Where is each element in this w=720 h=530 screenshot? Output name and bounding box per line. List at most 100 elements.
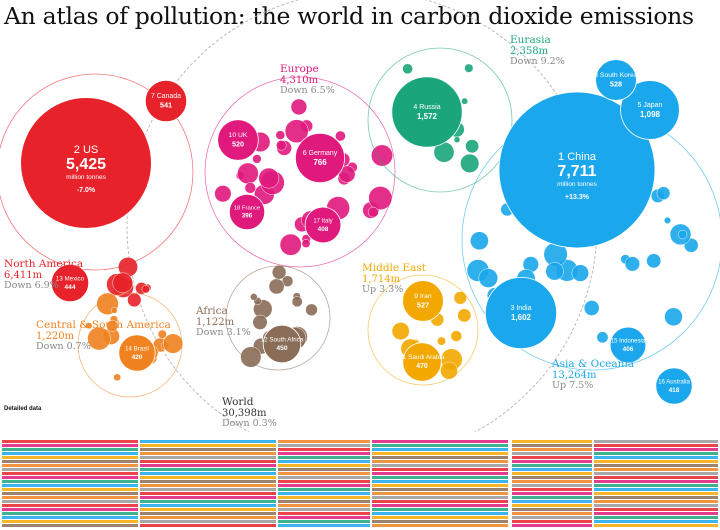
table-row xyxy=(594,444,718,447)
minor-country-bubble xyxy=(279,233,302,256)
table-row xyxy=(372,508,508,511)
table-row xyxy=(372,488,508,491)
minor-country-bubble xyxy=(162,333,184,354)
country-circle xyxy=(20,97,152,229)
table-row xyxy=(594,504,718,507)
region-rings xyxy=(0,47,720,398)
table-row xyxy=(594,508,718,511)
table-row xyxy=(594,492,718,495)
country-circle xyxy=(217,119,259,161)
country-circle xyxy=(498,91,656,249)
minor-country-bubble xyxy=(440,361,458,380)
country-bubble-france: 18 France 396 xyxy=(228,193,266,231)
table-row xyxy=(512,492,592,495)
table-row xyxy=(594,456,718,459)
country-value-label: 470 xyxy=(416,363,428,370)
minor-country-bubble xyxy=(305,303,318,317)
table-row xyxy=(2,496,138,499)
table-row xyxy=(278,512,370,515)
country-bubble-south-africa: 12 South Africa 450 xyxy=(261,324,304,364)
table-row xyxy=(140,456,276,459)
table-row xyxy=(594,472,718,475)
table-row xyxy=(512,496,592,499)
minor-country-bubble xyxy=(110,307,118,314)
region-ring-africa xyxy=(225,265,331,371)
minor-country-bubble xyxy=(663,216,672,224)
minor-country-bubble xyxy=(112,272,133,294)
table-row xyxy=(512,488,592,491)
table-row xyxy=(140,480,276,483)
country-value-label: 396 xyxy=(242,213,253,220)
table-row xyxy=(278,456,370,459)
table-row xyxy=(594,460,718,463)
minor-country-bubble xyxy=(106,319,119,332)
minor-country-bubble xyxy=(450,330,463,342)
region-total: 6,411m xyxy=(4,270,43,281)
table-row xyxy=(2,500,138,503)
country-bubble-italy: 17 Italy 408 xyxy=(304,206,342,244)
minor-country-bubble xyxy=(402,63,413,75)
table-row xyxy=(2,488,138,491)
country-change-label: +13.3% xyxy=(565,194,590,201)
country-name-label: 4 Russia xyxy=(413,104,440,111)
country-circle xyxy=(144,79,188,123)
minor-country-bubble xyxy=(275,130,286,140)
minor-country-bubble xyxy=(453,136,461,143)
country-name-label: 1 China xyxy=(558,151,597,163)
table-row xyxy=(372,512,508,515)
table-row xyxy=(372,516,508,519)
table-row xyxy=(2,468,138,471)
country-value-label: 528 xyxy=(610,80,622,89)
region-name: Middle East xyxy=(362,262,427,274)
country-circle xyxy=(595,59,637,101)
country-circle xyxy=(118,334,156,372)
table-row xyxy=(2,520,138,523)
country-name-label: 12 South Africa xyxy=(261,336,304,343)
country-name-label: 16 Australia xyxy=(658,378,690,385)
chart-title: An atlas of pollution: the world in carb… xyxy=(4,2,694,30)
region-total: 4,310m xyxy=(280,75,319,86)
table-row xyxy=(140,448,276,451)
table-row xyxy=(2,444,138,447)
region-ring-middle-east xyxy=(367,274,479,386)
country-value-label: 1,602 xyxy=(511,313,532,322)
country-name-label: 7 Canada xyxy=(151,93,181,100)
table-row xyxy=(512,516,592,519)
table-row xyxy=(2,524,138,527)
country-bubble-mexico: 13 Mexico 444 xyxy=(50,263,90,303)
table-row xyxy=(512,480,592,483)
table-row xyxy=(512,484,592,487)
table-row xyxy=(512,460,592,463)
country-circle xyxy=(655,367,693,405)
country-value-label: 444 xyxy=(64,284,75,291)
minor-country-bubble xyxy=(461,97,469,105)
table-row xyxy=(140,452,276,455)
table-row xyxy=(594,440,718,443)
table-row xyxy=(278,496,370,499)
table-row xyxy=(140,484,276,487)
table-row xyxy=(140,520,276,523)
region-name: World xyxy=(222,396,254,408)
table-row xyxy=(278,444,370,447)
region-change: Down 3.1% xyxy=(196,327,251,338)
table-row xyxy=(372,472,508,475)
tables-heading: Detailed data xyxy=(4,406,42,412)
minor-country-bubble xyxy=(214,185,232,203)
table-row xyxy=(278,516,370,519)
country-circle xyxy=(228,193,266,231)
country-unit-label: million tonnes xyxy=(66,174,106,181)
table-row xyxy=(2,472,138,475)
table-row xyxy=(372,476,508,479)
table-row xyxy=(594,516,718,519)
country-circle xyxy=(304,206,342,244)
region-ring-north-america xyxy=(0,73,194,271)
table-row xyxy=(372,504,508,507)
table-row xyxy=(512,472,592,475)
minor-country-bubble xyxy=(240,346,262,368)
country-value-label: 1,098 xyxy=(640,110,661,119)
minor-country-bubble xyxy=(460,153,480,173)
table-row xyxy=(372,468,508,471)
minor-country-bubble xyxy=(677,229,688,240)
